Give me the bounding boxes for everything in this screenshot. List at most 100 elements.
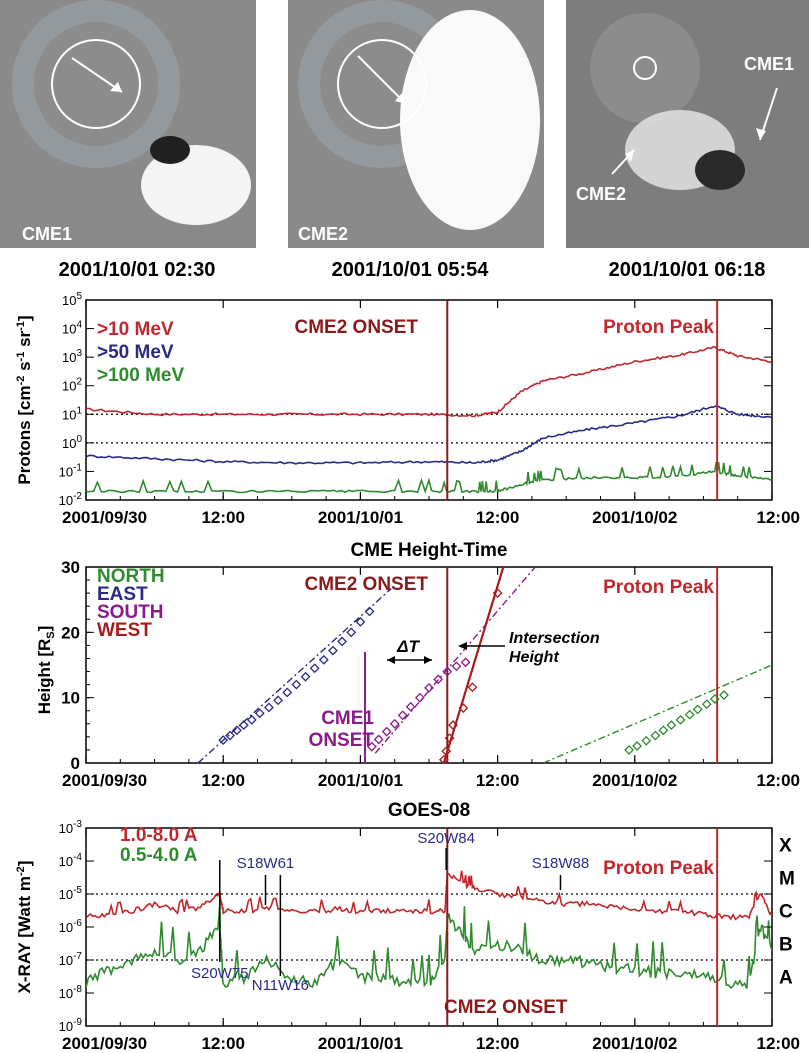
- protons-panel: 10-2 10-1 100 101 102 103 104 105 2001/09/30 12:…: [15, 291, 800, 527]
- point-east: [282, 687, 293, 698]
- height-time-xtick-label: 2001/10/02: [592, 771, 677, 790]
- point-west: [441, 746, 452, 757]
- goes-proton-peak-label: Proton Peak: [603, 858, 714, 879]
- point-east: [264, 702, 274, 713]
- protons-series-line: [86, 461, 772, 495]
- point-south: [366, 741, 377, 752]
- delta-t-arrowhead-left: [387, 656, 395, 664]
- height-time-ytick-label: 0: [71, 754, 80, 773]
- point-east: [300, 671, 311, 682]
- protons-ytick-label: 102: [62, 377, 82, 394]
- legend-south: SOUTH: [97, 602, 164, 623]
- intersection-label-line2: Height: [509, 649, 559, 666]
- image-3-label-cme2: CME2: [576, 184, 626, 204]
- legend-100mev: >100 MeV: [97, 365, 184, 386]
- image-1-caption: 2001/10/01 02:30: [59, 259, 216, 281]
- point-west: [448, 720, 458, 731]
- point-east: [355, 616, 366, 627]
- goes-xtick-label: 2001/09/30: [62, 1034, 147, 1053]
- height-time-panel: CME Height-Time 0 10 20 30 2001/09/30 12:00 2…: [35, 540, 800, 790]
- flare-label: S20W75: [191, 965, 249, 982]
- height-time-cme2-onset-label: CME2 ONSET: [304, 574, 428, 595]
- image-1-label: CME1: [22, 224, 72, 244]
- protons-ytick-label: 103: [62, 348, 82, 365]
- point-south: [460, 657, 471, 668]
- legend-10mev: >10 MeV: [97, 319, 174, 340]
- protons-xtick-label: 12:00: [757, 508, 800, 527]
- protons-ytick-label: 10-1: [59, 462, 83, 479]
- flare-label: N11W16: [252, 977, 309, 994]
- image-2-label: CME2: [298, 224, 348, 244]
- point-west: [492, 588, 503, 599]
- point-east: [309, 663, 320, 674]
- protons-xtick-label: 12:00: [201, 508, 244, 527]
- point-east: [218, 735, 229, 746]
- cme1-onset-label-line1: CME1: [321, 708, 374, 729]
- goes-ytick-label: 10-6: [59, 918, 83, 935]
- goes-xtick-label: 2001/10/02: [592, 1034, 677, 1053]
- protons-series-line: [86, 404, 772, 465]
- goes-class-letter: B: [779, 935, 793, 956]
- protons-xtick-label: 2001/10/02: [592, 508, 677, 527]
- image-3-caption: 2001/10/01 06:18: [609, 259, 766, 281]
- point-east: [364, 606, 375, 617]
- point-south: [451, 661, 462, 672]
- legend-east: EAST: [97, 584, 148, 605]
- protons-xtick-label: 2001/10/01: [318, 508, 403, 527]
- point-south: [442, 666, 453, 677]
- point-north: [719, 690, 729, 700]
- point-north: [692, 704, 703, 715]
- goes-ytick-label: 10-8: [59, 984, 83, 1001]
- goes-class-letter: A: [779, 968, 793, 989]
- legend-50mev: >50 MeV: [97, 342, 174, 363]
- goes-panel: GOES-08 S20W75 S18W61 N11W16 S20W84 S18W88 1…: [15, 800, 800, 1053]
- intersection-label-line1: Intersection: [509, 630, 600, 647]
- image-panel-2: CME2: [288, 0, 544, 248]
- point-east: [318, 654, 329, 665]
- goes-ylabel: X-RAY [Watt m-2]: [15, 861, 34, 994]
- fit-line-west: [442, 567, 505, 763]
- height-time-xtick-label: 2001/10/01: [318, 771, 403, 790]
- point-south: [397, 710, 408, 721]
- goes-cme2-onset-label: CME2 ONSET: [444, 997, 568, 1018]
- point-east: [273, 695, 283, 706]
- flare-label: S18W88: [532, 855, 590, 872]
- point-east: [232, 725, 242, 736]
- goes-ytick-label: 10-3: [59, 819, 83, 836]
- goes-class-letter: M: [779, 869, 795, 890]
- legend-west: WEST: [97, 620, 152, 641]
- point-south: [381, 726, 392, 737]
- point-east: [225, 730, 235, 741]
- fit-line-south: [374, 567, 536, 754]
- height-time-ytick-label: 20: [61, 623, 80, 642]
- goes-series-line: [86, 904, 772, 990]
- point-south: [389, 718, 400, 729]
- point-north: [684, 709, 695, 720]
- protons-series-line: [86, 345, 772, 418]
- fit-line-north: [543, 664, 772, 763]
- goes-class-letter: C: [779, 902, 793, 923]
- point-north: [624, 745, 635, 755]
- goes-ytick-label: 10-4: [59, 852, 83, 869]
- goes-ytick-label: 10-5: [59, 885, 83, 902]
- image-2-caption: 2001/10/01 05:54: [332, 259, 490, 281]
- point-west: [467, 682, 478, 693]
- point-west: [438, 754, 449, 763]
- protons-xtick-label: 12:00: [476, 508, 519, 527]
- protons-ytick-label: 104: [62, 320, 82, 337]
- height-time-xtick-label: 2001/09/30: [62, 771, 147, 790]
- protons-ytick-label: 101: [62, 405, 82, 422]
- point-east: [337, 636, 348, 647]
- height-time-ytick-label: 30: [61, 558, 80, 577]
- point-north: [650, 730, 661, 741]
- protons-ylabel: Protons [cm-2 s-1 sr-1]: [15, 315, 34, 484]
- point-north: [675, 714, 686, 725]
- height-time-xtick-label: 12:00: [757, 771, 800, 790]
- point-north: [641, 735, 652, 746]
- point-east: [346, 627, 357, 638]
- point-north: [709, 694, 720, 704]
- goes-ytick-label: 10-7: [59, 951, 83, 968]
- fit-line-east: [197, 588, 392, 763]
- point-north: [701, 699, 712, 710]
